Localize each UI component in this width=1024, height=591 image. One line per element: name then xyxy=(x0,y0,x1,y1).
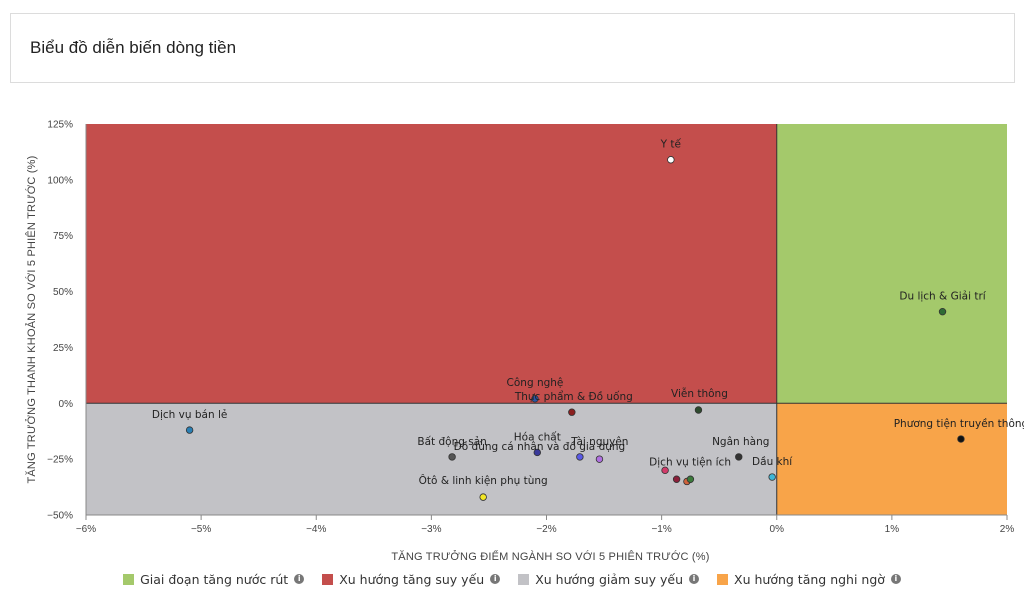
legend-swatch xyxy=(518,573,530,585)
x-tick-label: −1% xyxy=(651,524,671,535)
chart-title-card: Biểu đồ diễn biến dòng tiền xyxy=(10,13,1015,83)
data-point-label: Hóa chất xyxy=(514,431,561,443)
data-point[interactable] xyxy=(576,453,584,461)
info-icon[interactable]: i xyxy=(490,574,501,584)
data-point[interactable] xyxy=(661,466,669,475)
data-point[interactable] xyxy=(448,453,456,461)
quadrant-region-0 xyxy=(776,124,1007,404)
data-point-label: Ôtô & linh kiện phụ tùng xyxy=(419,474,548,487)
x-tick-label: 2% xyxy=(1000,524,1015,535)
legend-label: Xu hướng tăng suy yếu xyxy=(339,571,485,587)
legend-item-accelerating[interactable]: Giai đoạn tăng nước rút i xyxy=(123,571,305,587)
data-point[interactable] xyxy=(957,435,965,443)
data-point-label: Ngân hàng xyxy=(712,436,769,448)
data-point-label: Dầu khí xyxy=(752,456,793,468)
data-point-label: Du lịch & Giải trí xyxy=(899,291,986,303)
legend-label: Giai đoạn tăng nước rút xyxy=(140,571,289,587)
data-point-label: Thực phẩm & Đồ uống xyxy=(514,390,633,403)
data-point-label: Công nghệ xyxy=(507,377,564,389)
data-point-label: Phương tiện truyền thông xyxy=(894,418,1024,430)
x-tick-label: 0% xyxy=(770,524,785,535)
x-tick-label: −4% xyxy=(306,524,326,535)
legend-swatch xyxy=(123,573,135,585)
x-tick-label: 1% xyxy=(885,524,900,535)
quadrant-region-3 xyxy=(776,403,1007,515)
legend-label: Xu hướng tăng nghi ngờ xyxy=(734,571,885,587)
y-tick-label: 25% xyxy=(53,343,73,354)
info-icon[interactable]: i xyxy=(689,574,700,584)
data-point[interactable] xyxy=(568,408,576,416)
legend-item-doubtful-uptrend[interactable]: Xu hướng tăng nghi ngờ i xyxy=(717,571,901,587)
x-tick-label: −5% xyxy=(191,524,211,535)
quadrant-region-2 xyxy=(86,403,777,515)
y-tick-label: −25% xyxy=(47,455,73,466)
y-tick-label: −50% xyxy=(47,511,73,522)
data-point-label: Viễn thông xyxy=(671,387,728,400)
data-point[interactable] xyxy=(533,448,541,457)
data-point[interactable] xyxy=(672,475,681,483)
x-tick-label: −2% xyxy=(536,524,556,535)
data-point[interactable] xyxy=(768,473,776,481)
info-icon[interactable]: i xyxy=(890,574,901,584)
data-point[interactable] xyxy=(938,307,947,316)
data-point[interactable] xyxy=(735,453,743,461)
y-tick-label: 100% xyxy=(47,175,73,186)
quadrant-region-1 xyxy=(86,124,777,404)
data-point-label: Tài nguyên xyxy=(570,436,628,448)
y-tick-label: 0% xyxy=(59,399,74,410)
data-point[interactable] xyxy=(694,406,703,414)
y-axis-title: TĂNG TRƯỞNG THANH KHOẢN SO VỚI 5 PHIÊN T… xyxy=(25,155,38,483)
y-tick-label: 50% xyxy=(53,287,73,298)
data-point[interactable] xyxy=(595,455,604,463)
legend-label: Xu hướng giảm suy yếu xyxy=(535,571,684,587)
data-point[interactable] xyxy=(686,475,695,483)
data-point[interactable] xyxy=(185,426,194,434)
y-tick-label: 75% xyxy=(53,231,73,242)
data-point-label: Đồ dùng cá nhân và đồ gia dụng xyxy=(454,441,626,453)
legend-swatch xyxy=(717,573,729,585)
data-point-label: Dịch vụ tiện ích xyxy=(649,456,731,468)
cashflow-scatter-chart: −6% −5% −4% −3% −2% −1% 0% 1% 2% −50% −25% 0% 25% 50%… xyxy=(25,120,1024,564)
info-icon[interactable]: i xyxy=(294,574,305,584)
data-point-label: Y tế xyxy=(660,139,682,151)
data-point-label: Bất động sản xyxy=(417,436,486,448)
legend-item-weakening-uptrend[interactable]: Xu hướng tăng suy yếu i xyxy=(322,571,501,587)
legend-swatch xyxy=(322,573,334,585)
data-point[interactable] xyxy=(479,493,487,501)
x-axis-title: TĂNG TRƯỞNG ĐIỂM NGÀNH SO VỚI 5 PHIÊN TR… xyxy=(391,550,709,563)
data-point-label: Dịch vụ bán lẻ xyxy=(152,409,227,421)
y-tick-label: 125% xyxy=(47,120,73,131)
data-point[interactable] xyxy=(667,156,675,164)
x-tick-label: −3% xyxy=(421,524,441,535)
x-tick-label: −6% xyxy=(76,524,96,535)
chart-legend: Giai đoạn tăng nước rút i Xu hướng tăng … xyxy=(0,571,1024,587)
legend-item-weakening-downtrend[interactable]: Xu hướng giảm suy yếu i xyxy=(518,571,700,587)
chart-title: Biểu đồ diễn biến dòng tiền xyxy=(30,38,237,57)
data-point[interactable] xyxy=(531,395,539,403)
